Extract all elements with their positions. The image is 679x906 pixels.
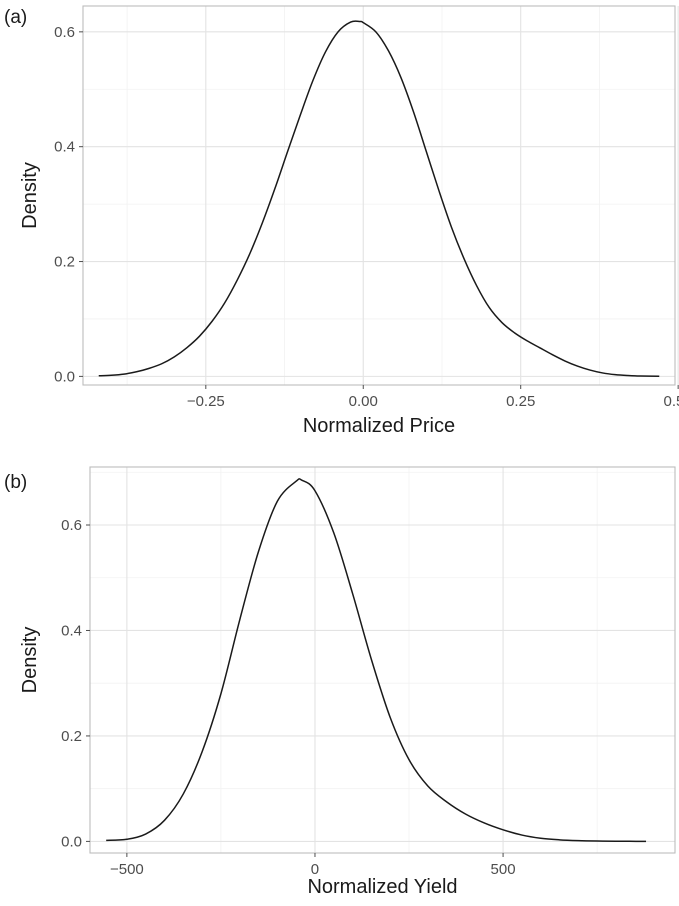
chart-panel-b: −500 0 500 0.0 0.2 0.4 0.6 Normalized Yield Dens…	[4, 466, 676, 898]
x-tick-label: 0	[311, 861, 319, 878]
y-tick-label: 0.0	[61, 833, 82, 850]
density-curve	[98, 20, 660, 377]
x-tick-label: −0.25	[187, 393, 225, 410]
x-tick-label: 0.00	[349, 393, 378, 410]
plot-border	[82, 5, 676, 386]
y-axis-title: Density	[19, 162, 41, 229]
plot-border	[89, 466, 676, 854]
y-tick-label: 0.2	[61, 728, 82, 745]
y-tick-label: 0.6	[54, 24, 75, 41]
density-curve	[106, 478, 647, 843]
panel-label: (a)	[4, 7, 27, 28]
x-tick-label: −500	[110, 861, 144, 878]
y-tick-label: 0.2	[54, 254, 75, 271]
y-tick-label: 0.4	[54, 139, 75, 156]
x-tick-label: 0.25	[506, 393, 535, 410]
x-tick-label: 0.50	[664, 393, 679, 410]
x-axis-title: Normalized Price	[303, 415, 455, 437]
x-tick-label: 500	[491, 861, 516, 878]
y-tick-label: 0.4	[61, 622, 82, 639]
panel-label: (b)	[4, 472, 27, 493]
chart-panel-a: −0.25 0.00 0.25 0.50 0.0 0.2 0.4 0.6 Normalized …	[4, 5, 679, 437]
y-tick-label: 0.0	[54, 368, 75, 385]
plot-background	[83, 6, 675, 385]
x-axis-title: Normalized Yield	[307, 876, 457, 898]
y-axis-title: Density	[19, 627, 41, 694]
y-tick-label: 0.6	[61, 517, 82, 534]
